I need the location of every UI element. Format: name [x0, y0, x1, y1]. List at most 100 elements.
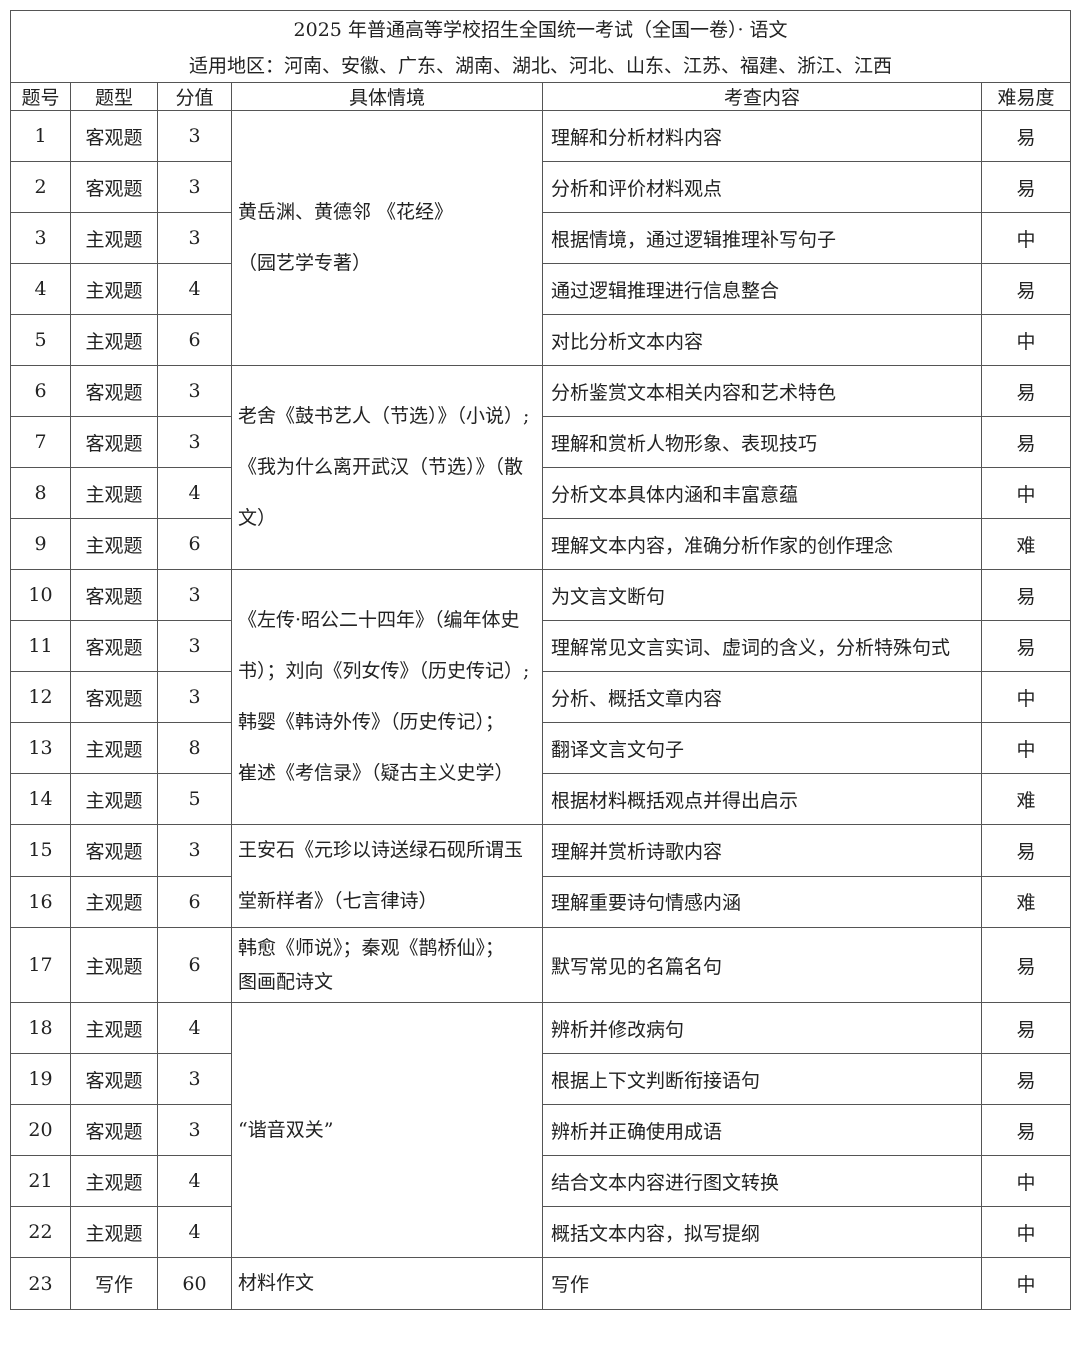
question-number: 1 — [10, 110, 71, 162]
assessment-content: 根据上下文判断衔接语句 — [542, 1053, 982, 1105]
question-score: 3 — [157, 569, 232, 621]
context-line: 书）；刘向《列女传》（历史传记）; — [238, 660, 530, 682]
question-type: 主观题 — [70, 875, 158, 928]
assessment-content: 理解并赏析诗歌内容 — [542, 824, 982, 877]
question-score: 4 — [157, 263, 232, 315]
col-header-score: 分值 — [157, 82, 232, 111]
table-row: 21 主观题 4 结合文本内容进行图文转换中 — [10, 1155, 1072, 1207]
question-context: 王安石《元珍以诗送绿石砚所谓玉 堂新样者》（七言律诗） — [231, 824, 543, 928]
assessment-content: 理解和赏析人物形象、表现技巧 — [542, 416, 982, 468]
context-line: 韩愈《师说》；秦观《鹊桥仙》； — [238, 937, 505, 959]
question-context: 材料作文 — [231, 1257, 543, 1310]
question-score: 60 — [157, 1257, 232, 1310]
question-score: 6 — [157, 314, 232, 366]
col-header-difficulty: 难易度 — [980, 82, 1072, 111]
table-row: 4 主观题 4 通过逻辑推理进行信息整合易 — [10, 263, 1072, 315]
question-type: 主观题 — [70, 927, 158, 1003]
assessment-content: 概括文本内容，拟写提纲 — [542, 1206, 982, 1258]
question-score: 3 — [157, 824, 232, 877]
table-row: 9 主观题 6 理解文本内容，准确分析作家的创作理念难 — [10, 518, 1072, 570]
table-row: 5 主观题 6 对比分析文本内容中 — [10, 314, 1072, 366]
question-score: 3 — [157, 1053, 232, 1105]
question-number: 14 — [10, 773, 71, 825]
difficulty-level: 易 — [980, 569, 1072, 621]
question-score: 3 — [157, 620, 232, 672]
difficulty-level: 中 — [980, 212, 1072, 264]
difficulty-level: 易 — [980, 620, 1072, 672]
table-row: 12 客观题 3 分析、概括文章内容中 — [10, 671, 1072, 723]
exam-table-container: 2025 年普通高等学校招生全国统一考试（全国一卷）· 语文 适用地区：河南、安… — [9, 10, 1072, 1310]
col-header-number: 题号 — [10, 82, 71, 111]
table-row: 22 主观题 4 概括文本内容，拟写提纲中 — [10, 1206, 1072, 1258]
table-row: 13 主观题 8 翻译文言文句子中 — [10, 722, 1072, 774]
question-score: 5 — [157, 773, 232, 825]
assessment-content: 默写常见的名篇名句 — [542, 927, 982, 1003]
assessment-content: 理解常见文言实词、虚词的含义，分析特殊句式 — [542, 620, 982, 672]
question-score: 3 — [157, 671, 232, 723]
question-type: 客观题 — [70, 416, 158, 468]
assessment-content: 翻译文言文句子 — [542, 722, 982, 774]
question-number: 10 — [10, 569, 71, 621]
difficulty-level: 易 — [980, 110, 1072, 162]
difficulty-level: 易 — [980, 1053, 1072, 1105]
assessment-content: 理解重要诗句情感内涵 — [542, 875, 982, 928]
assessment-content: 分析、概括文章内容 — [542, 671, 982, 723]
context-line: （园艺学专著） — [238, 252, 372, 274]
context-line: 堂新样者》（七言律诗） — [238, 890, 438, 912]
context-line: 材料作文 — [238, 1272, 315, 1294]
table-row: 2 客观题 3 分析和评价材料观点易 — [10, 161, 1072, 213]
difficulty-level: 易 — [980, 824, 1072, 877]
question-score: 3 — [157, 161, 232, 213]
assessment-content: 分析鉴赏文本相关内容和艺术特色 — [542, 365, 982, 417]
question-number: 20 — [10, 1104, 71, 1156]
table-row: 11 客观题 3 理解常见文言实词、虚词的含义，分析特殊句式易 — [10, 620, 1072, 672]
table-row: 1 客观题 3 黄岳渊、黄德邻 《花经》 （园艺学专著） 理解和分析材料内容易 — [10, 110, 1072, 366]
table-row: 15 客观题 3 王安石《元珍以诗送绿石砚所谓玉 堂新样者》（七言律诗） 理解并赏析诗歌内… — [10, 824, 1072, 928]
applicable-regions: 适用地区：河南、安徽、广东、湖南、湖北、河北、山东、江苏、福建、浙江、江西 — [9, 46, 1072, 83]
exam-analysis-table: 2025 年普通高等学校招生全国统一考试（全国一卷）· 语文 适用地区：河南、安… — [9, 10, 1072, 1310]
question-score: 6 — [157, 518, 232, 570]
difficulty-level: 易 — [980, 416, 1072, 468]
question-score: 3 — [157, 110, 232, 162]
assessment-content: 为文言文断句 — [542, 569, 982, 621]
question-score: 4 — [157, 1002, 232, 1054]
question-number: 23 — [10, 1257, 71, 1310]
table-row: 20 客观题 3 辨析并正确使用成语易 — [10, 1104, 1072, 1156]
assessment-content: 理解文本内容，准确分析作家的创作理念 — [542, 518, 982, 570]
question-number: 18 — [10, 1002, 71, 1054]
question-type: 客观题 — [70, 1104, 158, 1156]
table-row: 10 客观题 3 《左传·昭公二十四年》（编年体史 书）；刘向《列女传》（历史传记）; 韩… — [10, 569, 1072, 825]
difficulty-level: 中 — [980, 1206, 1072, 1258]
assessment-content: 通过逻辑推理进行信息整合 — [542, 263, 982, 315]
table-row: 3 主观题 3 根据情境，通过逻辑推理补写句子中 — [10, 212, 1072, 264]
question-context: 《左传·昭公二十四年》（编年体史 书）；刘向《列女传》（历史传记）; 韩婴《韩诗外传… — [231, 569, 543, 825]
question-type: 主观题 — [70, 212, 158, 264]
context-line: 崔述《考信录》（疑古主义史学） — [238, 762, 514, 784]
assessment-content: 辨析并正确使用成语 — [542, 1104, 982, 1156]
difficulty-level: 中 — [980, 467, 1072, 519]
table-row: 16 主观题 6 理解重要诗句情感内涵难 — [10, 875, 1072, 928]
question-context: 韩愈《师说》；秦观《鹊桥仙》； 图画配诗文 — [231, 927, 543, 1003]
assessment-content: 辨析并修改病句 — [542, 1002, 982, 1054]
question-context: 黄岳渊、黄德邻 《花经》 （园艺学专著） — [231, 110, 543, 366]
table-title: 2025 年普通高等学校招生全国统一考试（全国一卷）· 语文 — [9, 10, 1072, 46]
question-number: 15 — [10, 824, 71, 877]
question-type: 主观题 — [70, 722, 158, 774]
difficulty-level: 难 — [980, 773, 1072, 825]
question-number: 3 — [10, 212, 71, 264]
question-number: 12 — [10, 671, 71, 723]
question-number: 21 — [10, 1155, 71, 1207]
difficulty-level: 易 — [980, 365, 1072, 417]
difficulty-level: 中 — [980, 314, 1072, 366]
question-context: “谐音双关” — [231, 1002, 543, 1258]
assessment-content: 写作 — [542, 1257, 982, 1310]
assessment-content: 根据材料概括观点并得出启示 — [542, 773, 982, 825]
difficulty-level: 中 — [980, 722, 1072, 774]
context-line: 《左传·昭公二十四年》（编年体史 — [238, 609, 520, 631]
context-line: 《我为什么离开武汉（节选）》（散 — [238, 456, 524, 478]
question-type: 主观题 — [70, 314, 158, 366]
question-type: 客观题 — [70, 671, 158, 723]
question-number: 6 — [10, 365, 71, 417]
table-row: 14 主观题 5 根据材料概括观点并得出启示难 — [10, 773, 1072, 825]
assessment-content: 结合文本内容进行图文转换 — [542, 1155, 982, 1207]
